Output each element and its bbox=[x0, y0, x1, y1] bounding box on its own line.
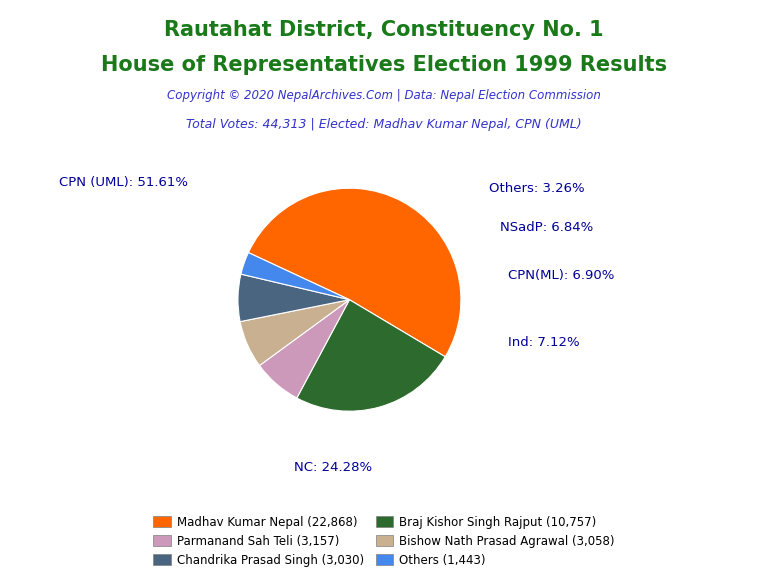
Text: Total Votes: 44,313 | Elected: Madhav Kumar Nepal, CPN (UML): Total Votes: 44,313 | Elected: Madhav Ku… bbox=[186, 118, 582, 131]
Text: Ind: 7.12%: Ind: 7.12% bbox=[508, 336, 579, 348]
Wedge shape bbox=[240, 300, 349, 366]
Text: Rautahat District, Constituency No. 1: Rautahat District, Constituency No. 1 bbox=[164, 20, 604, 40]
Wedge shape bbox=[296, 300, 445, 411]
Wedge shape bbox=[241, 253, 349, 300]
Wedge shape bbox=[260, 300, 349, 398]
Text: NC: 24.28%: NC: 24.28% bbox=[293, 461, 372, 475]
Text: Copyright © 2020 NepalArchives.Com | Data: Nepal Election Commission: Copyright © 2020 NepalArchives.Com | Dat… bbox=[167, 89, 601, 103]
Text: CPN(ML): 6.90%: CPN(ML): 6.90% bbox=[508, 268, 614, 282]
Text: House of Representatives Election 1999 Results: House of Representatives Election 1999 R… bbox=[101, 55, 667, 75]
Text: Others: 3.26%: Others: 3.26% bbox=[488, 181, 584, 195]
Text: NSadP: 6.84%: NSadP: 6.84% bbox=[500, 221, 593, 234]
Wedge shape bbox=[248, 188, 461, 357]
Legend: Madhav Kumar Nepal (22,868), Parmanand Sah Teli (3,157), Chandrika Prasad Singh : Madhav Kumar Nepal (22,868), Parmanand S… bbox=[150, 512, 618, 570]
Text: CPN (UML): 51.61%: CPN (UML): 51.61% bbox=[59, 176, 188, 189]
Wedge shape bbox=[238, 274, 349, 321]
